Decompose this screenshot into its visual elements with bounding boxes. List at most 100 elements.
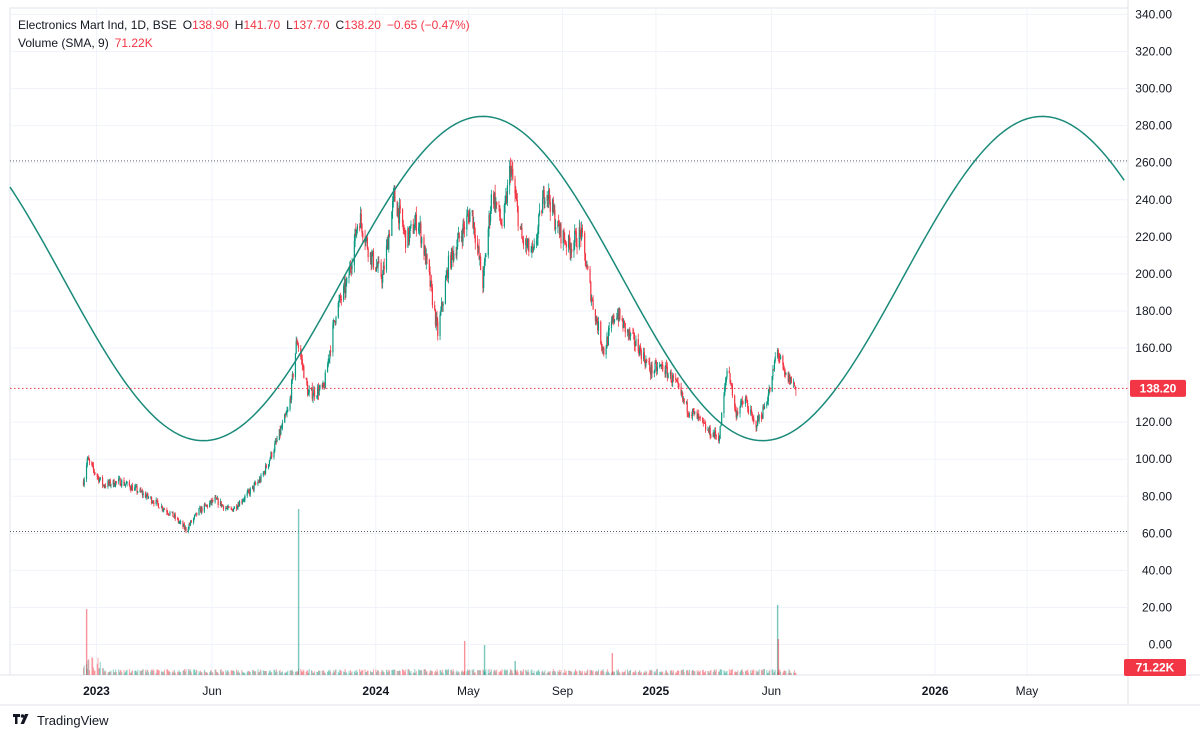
candle-body <box>696 411 698 419</box>
candle-body <box>773 369 775 371</box>
plot-frame <box>9 7 1129 676</box>
candle-body <box>238 501 241 507</box>
candle-body <box>145 496 147 498</box>
volume-bar <box>179 671 181 675</box>
candle-body <box>569 244 571 254</box>
volume-bar <box>725 671 727 675</box>
candle-body <box>403 229 405 231</box>
volume-bar <box>409 672 411 675</box>
volume-bar <box>274 670 276 675</box>
volume-bar <box>394 670 396 675</box>
candle-body <box>723 395 725 414</box>
price-axis[interactable]: 340.00 320.00 300.00 280.00 260.00 240.00 220.… <box>1135 8 1172 652</box>
candle-body <box>423 237 425 256</box>
candle-body <box>290 398 292 400</box>
candle-body <box>235 506 238 509</box>
candle-body <box>672 375 674 383</box>
candle-body <box>366 237 368 249</box>
candle-body <box>457 232 460 239</box>
candle-body <box>688 414 691 416</box>
candle-body <box>718 436 720 441</box>
candle-body <box>590 282 592 301</box>
symbol-title[interactable]: Electronics Mart Ind, 1D, BSE <box>18 18 177 32</box>
candle-body <box>734 395 736 408</box>
volume-bar <box>747 672 749 675</box>
volume-indicator-value: 71.22K <box>114 36 153 50</box>
volume-bar <box>366 670 368 675</box>
candle-body <box>489 215 491 222</box>
candle-body <box>768 389 770 394</box>
high-label: H <box>234 18 244 32</box>
candle-body <box>227 506 229 509</box>
candle-body <box>753 418 755 422</box>
candle-body <box>643 352 645 361</box>
candle-body <box>541 198 544 214</box>
volume-bar <box>231 670 233 675</box>
volume-bar <box>548 672 550 675</box>
candle-body <box>386 239 388 246</box>
candle-body <box>124 484 127 486</box>
volume-bar <box>536 671 538 675</box>
volume-bar <box>676 672 678 675</box>
candle-body <box>412 224 414 234</box>
volume-bar <box>531 669 533 675</box>
volume-bar <box>788 669 790 675</box>
volume-bar <box>337 671 339 675</box>
candle-body <box>161 506 163 510</box>
candle-body <box>257 481 259 485</box>
volume-bar <box>601 670 603 675</box>
candle-body <box>128 481 130 486</box>
candle-body <box>607 337 609 345</box>
volume-bar <box>327 671 329 675</box>
volume-bar <box>392 670 394 675</box>
time-axis[interactable]: 2023 Jun 2024 May Sep 2025 Jun 2026 May <box>83 684 1038 698</box>
candle-body <box>494 192 496 209</box>
volume-bar <box>317 670 319 675</box>
volume-bar <box>516 669 518 675</box>
tradingview-branding[interactable]: TradingView <box>12 713 109 728</box>
candle-body <box>142 493 144 496</box>
volume-bar <box>494 670 496 675</box>
volume-bar <box>92 657 94 675</box>
candle-body <box>779 358 781 360</box>
candle-body <box>210 500 212 504</box>
volume-bar <box>753 669 755 675</box>
volume-bar <box>457 672 459 675</box>
candle-body <box>680 387 682 395</box>
volume-bar <box>296 671 298 675</box>
volume-bar <box>511 670 513 675</box>
volume-bar <box>125 670 127 675</box>
volume-bar <box>343 671 345 675</box>
sine-wave-drawing[interactable] <box>9 115 1125 442</box>
volume-bar <box>419 669 421 675</box>
volume-bar <box>553 670 555 675</box>
volume-bar <box>121 672 123 675</box>
volume-bar <box>361 670 363 675</box>
volume-bar <box>146 669 148 675</box>
candle-body <box>150 497 152 498</box>
candle-body <box>611 320 613 322</box>
volume-bar <box>640 672 642 675</box>
candle-body <box>176 518 179 520</box>
candle-body <box>356 226 359 231</box>
candle-body <box>196 512 198 516</box>
candle-body <box>376 266 378 268</box>
candle-body <box>616 314 619 318</box>
candle-body <box>678 383 680 388</box>
candle-body <box>715 435 717 437</box>
candle-body <box>728 370 730 374</box>
candle-body <box>525 239 528 248</box>
volume-bar <box>705 670 707 675</box>
candle-body <box>392 201 394 212</box>
volume-bar <box>779 669 781 675</box>
candle-body <box>404 230 406 232</box>
candle-body <box>528 239 530 252</box>
volume-indicator-title[interactable]: Volume (SMA, 9) <box>18 36 109 50</box>
volume-bar <box>88 659 90 675</box>
last-volume-badge-label: 71.22K <box>1136 661 1175 675</box>
candle-body <box>591 299 593 300</box>
candle-body <box>214 497 216 502</box>
candle-body <box>758 415 760 421</box>
candle-body <box>741 400 743 404</box>
